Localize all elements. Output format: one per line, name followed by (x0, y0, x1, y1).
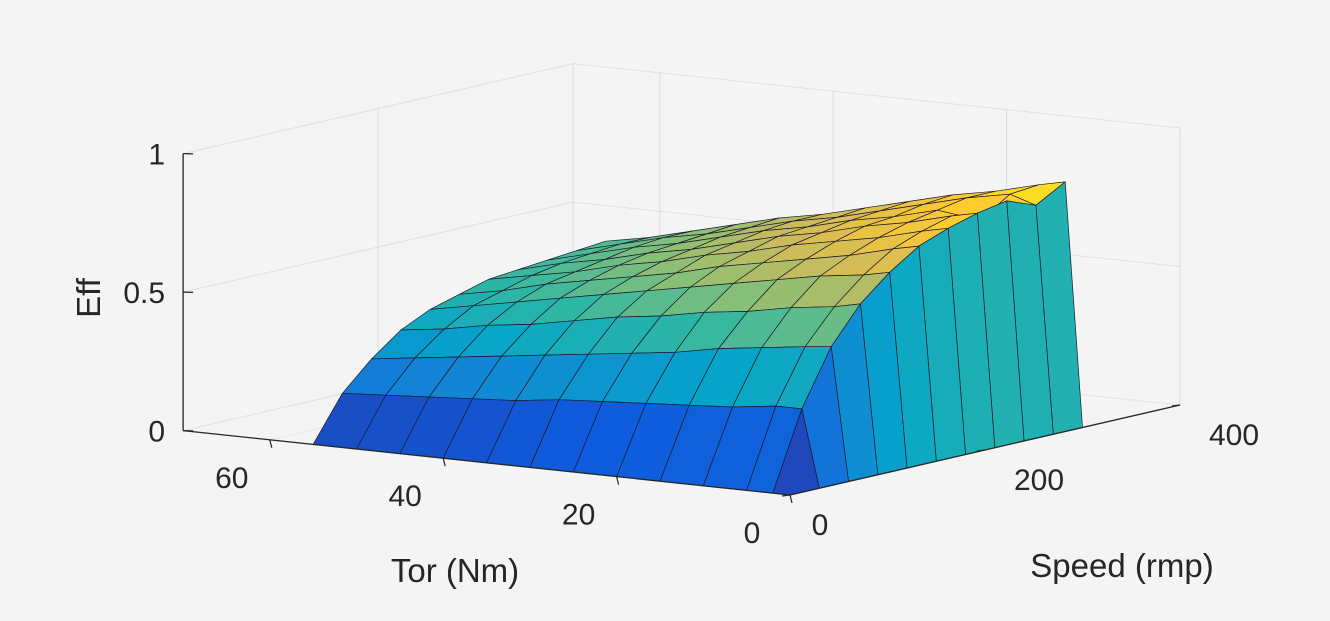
x-tick-mark (269, 439, 273, 448)
z-tick-label: 1 (148, 139, 165, 172)
y-tick-label: 400 (1209, 419, 1259, 452)
grid-line (573, 63, 1181, 129)
y-tick-label: 0 (812, 509, 829, 542)
y-tick-mark (781, 494, 791, 497)
x-tick-mark (789, 494, 793, 504)
tor-axis-line (183, 429, 791, 496)
z-tick-label: 0 (148, 416, 165, 449)
x-tick-label: 60 (215, 462, 248, 495)
y-tick-mark (1171, 404, 1181, 407)
x-tick-mark (616, 476, 620, 485)
surface (312, 181, 1083, 496)
y-tick-label: 200 (1014, 464, 1064, 497)
z-tick-label: 0.5 (123, 277, 165, 310)
x-axis-label: Tor (Nm) (391, 552, 519, 589)
x-tick-mark (442, 458, 446, 467)
y-axis-label: Speed (rmp) (1030, 547, 1213, 584)
x-tick-label: 40 (389, 480, 422, 513)
x-tick-label: 0 (744, 517, 761, 550)
z-axis-label: Eff (70, 277, 107, 318)
tick-labels: 0 0.5 1 0 20 40 60 0 200 400 (123, 139, 1259, 550)
y-tick-mark (976, 449, 986, 452)
x-tick-label: 20 (562, 499, 595, 532)
